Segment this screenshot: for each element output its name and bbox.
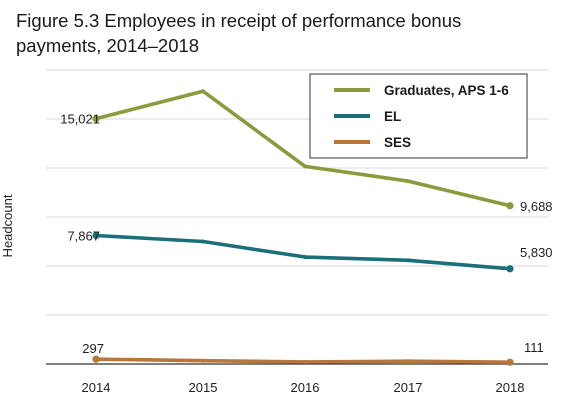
data-point (506, 265, 514, 273)
legend-label: EL (384, 109, 401, 124)
series-lines (92, 89, 514, 366)
x-tick-label: 2014 (82, 380, 111, 395)
x-axis: 2014 2015 2016 2017 2018 (46, 363, 548, 395)
data-point (201, 239, 205, 244)
chart-title: Figure 5.3 Employees in receipt of perfo… (16, 10, 462, 56)
legend-label: SES (384, 135, 411, 150)
data-label-first: 15,021 (60, 112, 100, 127)
x-tick-label: 2018 (496, 380, 525, 395)
x-tick-label: 2015 (189, 380, 218, 395)
data-point (303, 255, 307, 260)
data-point (92, 355, 100, 363)
y-axis-label: Headcount (0, 194, 15, 257)
legend: Graduates, APS 1-6 EL SES (309, 73, 528, 159)
data-point (92, 231, 100, 240)
data-point (303, 164, 307, 169)
data-label-first: 297 (82, 341, 104, 356)
data-label-last: 9,688 (520, 199, 553, 214)
data-labels: 15,021 9,688 7,867 5,830 297 111 (60, 112, 552, 356)
data-point (506, 358, 514, 366)
data-point (406, 258, 410, 263)
x-tick-label: 2017 (394, 380, 423, 395)
data-point (406, 359, 410, 364)
data-point (406, 179, 410, 184)
series-line (94, 357, 512, 364)
series-line (94, 233, 512, 271)
legend-label: Graduates, APS 1-6 (384, 83, 509, 98)
data-point (201, 358, 205, 363)
data-point (92, 115, 100, 123)
data-point (303, 359, 307, 364)
x-tick-label: 2016 (291, 380, 320, 395)
data-label-first: 7,867 (67, 229, 100, 244)
data-point (201, 89, 205, 94)
data-label-last: 111 (524, 340, 544, 355)
data-label-last: 5,830 (520, 245, 553, 260)
data-point (506, 202, 514, 210)
